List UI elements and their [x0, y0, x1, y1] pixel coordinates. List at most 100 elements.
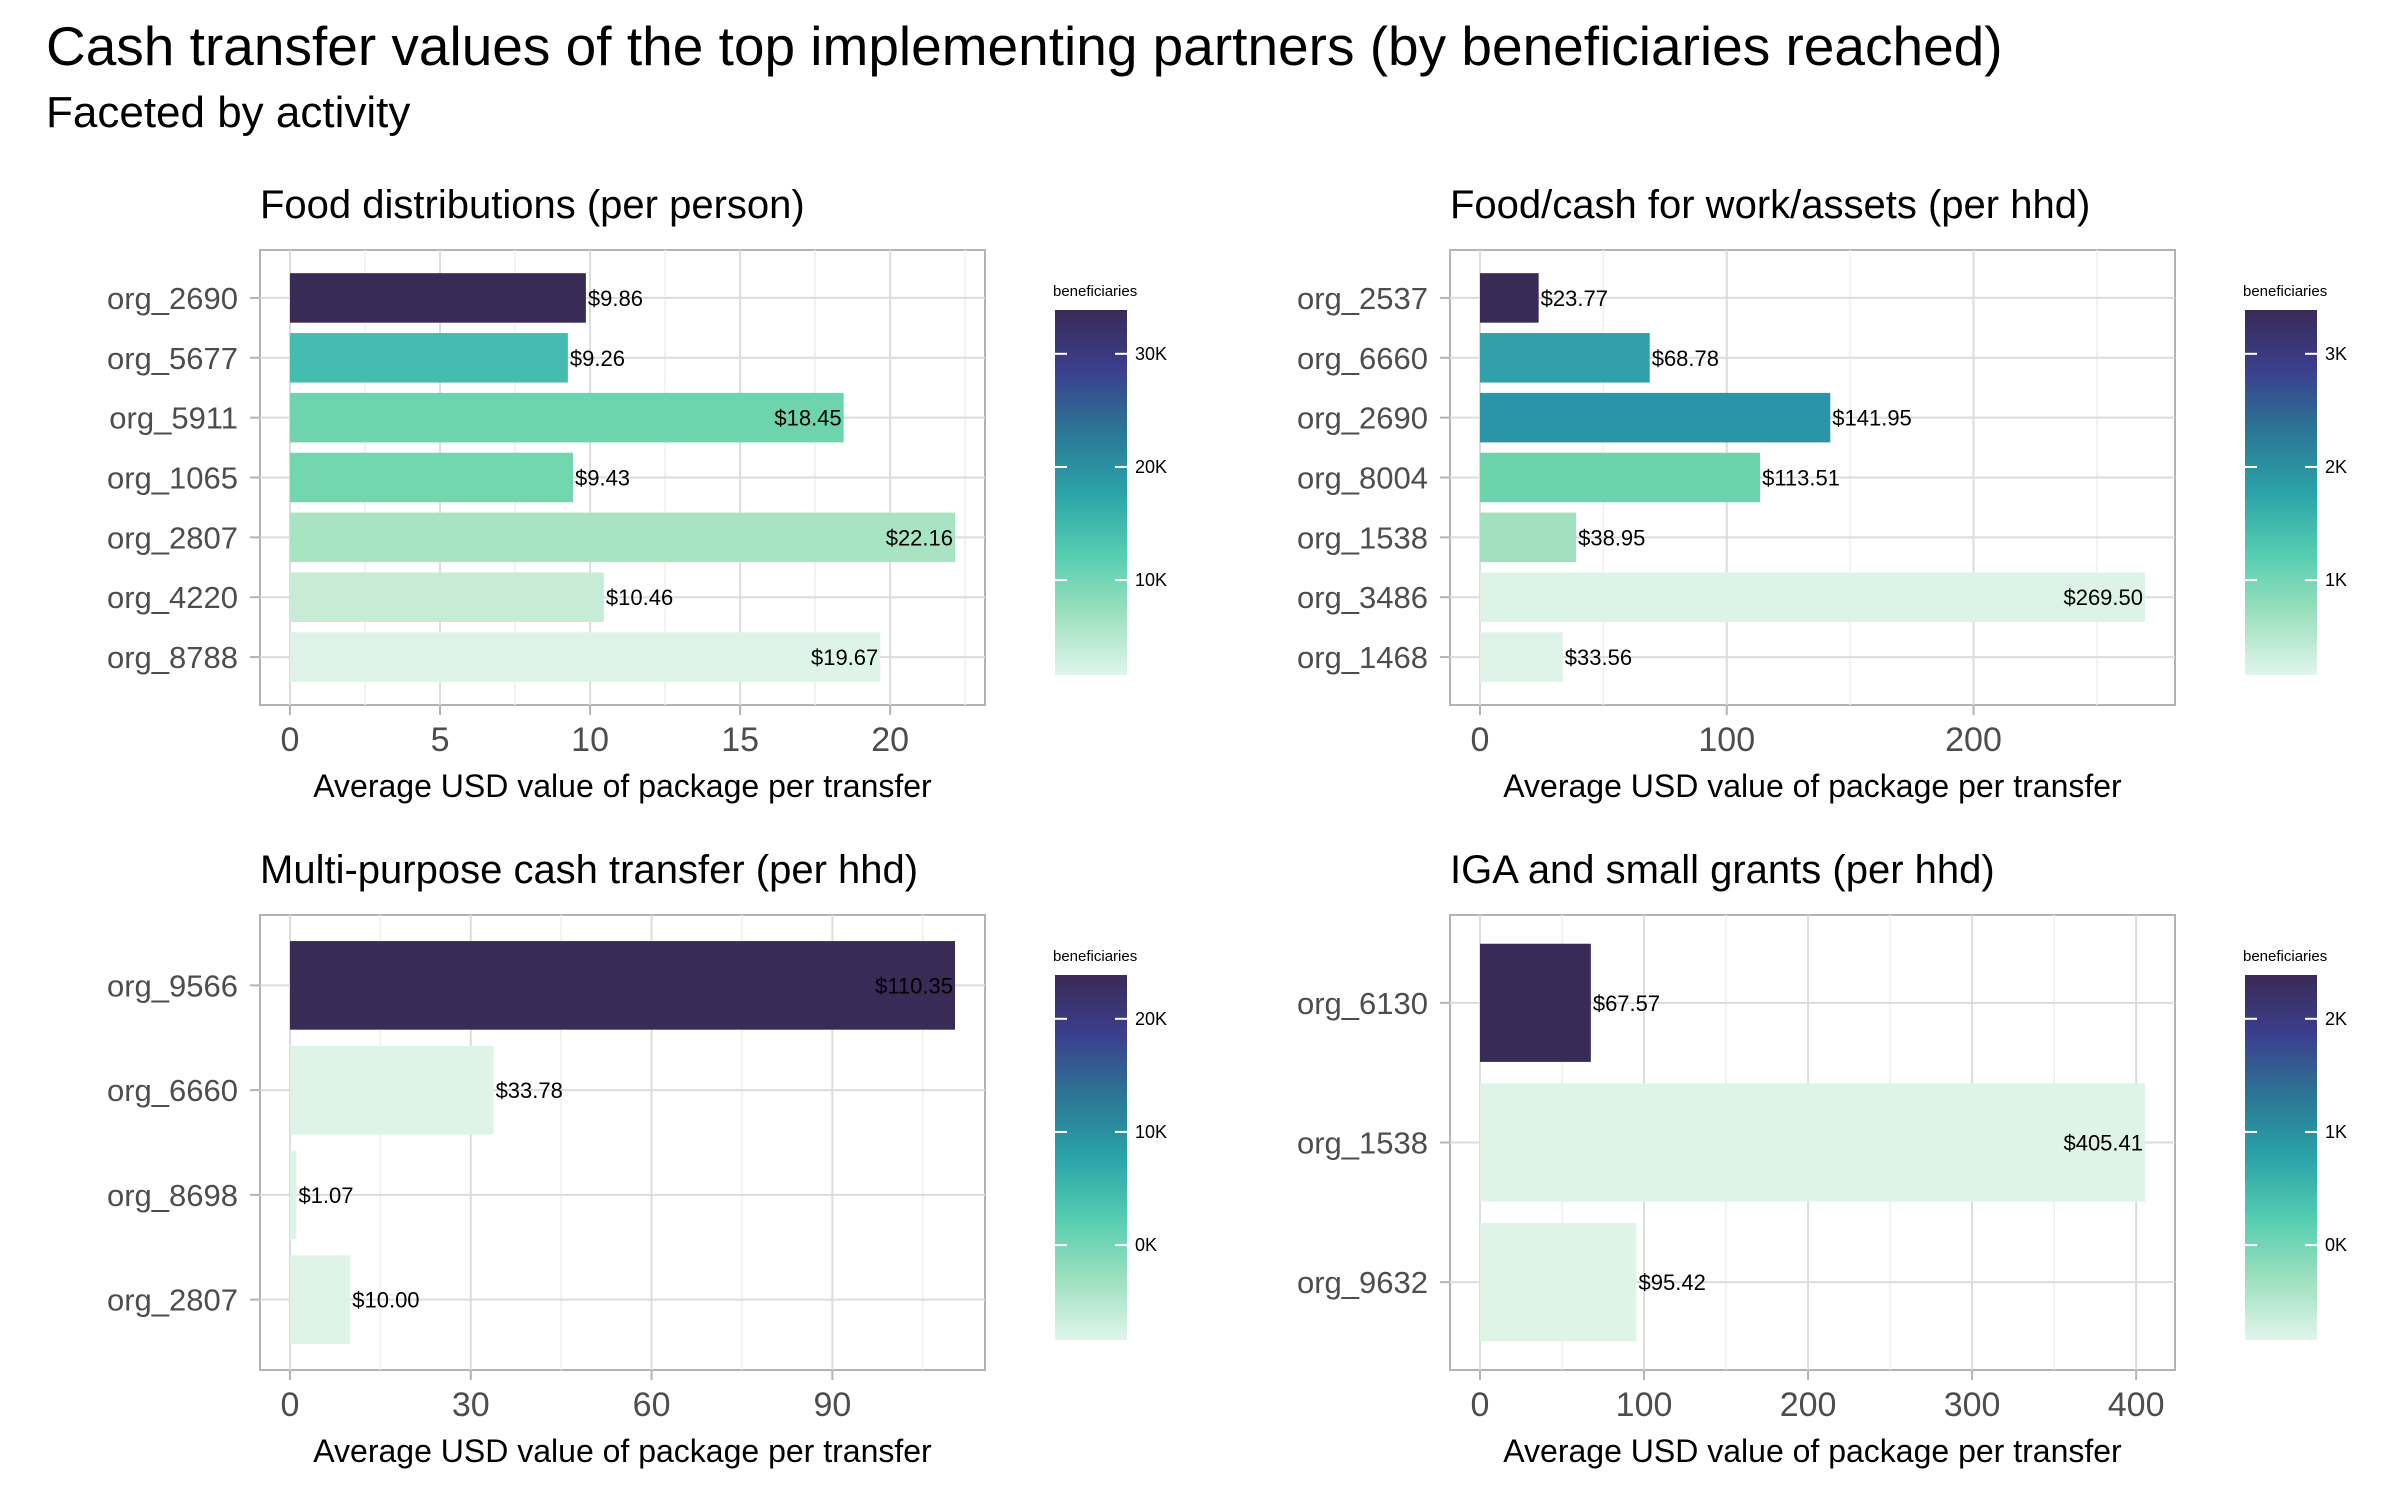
y-tick-label: org_5677: [107, 341, 238, 376]
x-tick-label: 90: [813, 1386, 851, 1424]
bar-value-label: $269.50: [2063, 585, 2143, 610]
bar: [290, 941, 955, 1030]
plot-svg: Food/cash for work/assets (per hhd) org_2…: [1297, 183, 2347, 804]
facet-food-distributions: Food distributions (per person) org_2690 $…: [0, 170, 1167, 810]
y-tick-label: org_9566: [107, 968, 238, 1003]
x-tick-label: 100: [1616, 1386, 1673, 1424]
y-tick-label: org_3486: [1297, 580, 1428, 615]
bar: [1480, 943, 1591, 1062]
legend-colorbar: [1055, 310, 1127, 675]
bar-value-label: $18.45: [774, 406, 841, 431]
legend-tick-label: 10K: [1135, 570, 1167, 590]
bar: [1480, 333, 1650, 383]
facet-title: Multi-purpose cash transfer (per hhd): [260, 848, 918, 892]
y-tick-label: org_4220: [107, 580, 238, 615]
bar: [290, 273, 586, 323]
plot-svg: IGA and small grants (per hhd) org_6130 $6…: [1297, 848, 2347, 1469]
legend-colorbar: [2245, 310, 2317, 675]
legend-tick-label: 20K: [1135, 1009, 1167, 1029]
bar: [290, 632, 881, 682]
x-tick-label: 15: [721, 721, 759, 759]
bar-value-label: $19.67: [811, 645, 878, 670]
bar-value-label: $1.07: [298, 1183, 353, 1208]
plot-svg: Multi-purpose cash transfer (per hhd) org…: [107, 848, 1167, 1469]
bar: [290, 333, 568, 383]
y-tick-label: org_5911: [109, 401, 238, 436]
bar-value-label: $9.26: [570, 346, 625, 371]
bar: [1480, 1083, 2145, 1202]
x-tick-label: 20: [871, 721, 909, 759]
bar: [1480, 1223, 1637, 1342]
bar-value-label: $113.51: [1762, 466, 1840, 491]
bar: [1480, 632, 1563, 682]
bar: [290, 1150, 297, 1240]
x-axis-title: Average USD value of package per transfe…: [1503, 768, 2122, 804]
bar: [1480, 572, 2145, 622]
facet-title: Food distributions (per person): [260, 183, 805, 227]
x-tick-label: 0: [281, 1386, 300, 1424]
legend-tick-label: 3K: [2325, 344, 2347, 364]
y-tick-label: org_8004: [1297, 461, 1428, 496]
bar: [290, 392, 844, 443]
legend-colorbar: [1055, 975, 1127, 1340]
bar-value-label: $33.56: [1565, 645, 1632, 670]
bar-value-label: $68.78: [1652, 346, 1719, 371]
legend-title: beneficiaries: [2243, 948, 2327, 965]
y-tick-label: org_1065: [107, 461, 238, 496]
x-tick-label: 200: [1945, 721, 2002, 759]
bar: [1480, 512, 1577, 563]
bar-value-label: $22.16: [886, 525, 953, 550]
x-axis-title: Average USD value of package per transfe…: [313, 768, 932, 804]
bar-value-label: $67.57: [1593, 991, 1660, 1016]
bar-value-label: $10.46: [606, 585, 673, 610]
chart-title: Cash transfer values of the top implemen…: [46, 15, 2003, 77]
bar-value-label: $10.00: [352, 1288, 419, 1313]
x-tick-label: 300: [1944, 1386, 2001, 1424]
y-tick-label: org_2690: [107, 281, 238, 316]
x-axis-title: Average USD value of package per transfe…: [1503, 1433, 2122, 1469]
y-tick-label: org_1468: [1297, 640, 1428, 675]
facet-multi-purpose-cash: Multi-purpose cash transfer (per hhd) org…: [0, 835, 1167, 1475]
facet-iga-small-grants: IGA and small grants (per hhd) org_6130 $6…: [1190, 835, 2347, 1475]
x-tick-label: 400: [2108, 1386, 2165, 1424]
facet-title: IGA and small grants (per hhd): [1450, 848, 1995, 892]
x-tick-label: 30: [452, 1386, 490, 1424]
legend-colorbar: [2245, 975, 2317, 1340]
x-tick-label: 0: [1471, 721, 1490, 759]
x-tick-label: 10: [571, 721, 609, 759]
y-tick-label: org_6130: [1297, 986, 1428, 1021]
x-tick-label: 60: [633, 1386, 671, 1424]
x-tick-label: 0: [1471, 1386, 1490, 1424]
y-tick-label: org_1538: [1297, 520, 1428, 555]
legend-tick-label: 0K: [1135, 1235, 1157, 1255]
y-tick-label: org_2807: [107, 520, 238, 555]
bar-value-label: $9.86: [588, 286, 643, 311]
bar-value-label: $95.42: [1639, 1270, 1706, 1295]
legend-title: beneficiaries: [2243, 283, 2327, 300]
x-tick-label: 5: [431, 721, 450, 759]
bar-value-label: $141.95: [1832, 406, 1912, 431]
bar: [290, 1045, 494, 1135]
y-tick-label: org_2537: [1297, 281, 1428, 316]
y-tick-label: org_8788: [107, 640, 238, 675]
legend-tick-label: 0K: [2325, 1235, 2347, 1255]
bar-value-label: $405.41: [2063, 1131, 2143, 1156]
x-tick-label: 0: [281, 721, 300, 759]
bar: [1480, 392, 1831, 443]
legend-tick-label: 1K: [2325, 1122, 2347, 1142]
bar: [1480, 273, 1539, 323]
bar: [290, 572, 604, 622]
x-tick-label: 200: [1780, 1386, 1837, 1424]
y-tick-label: org_2807: [107, 1283, 238, 1318]
bar: [1480, 452, 1761, 503]
x-axis-title: Average USD value of package per transfe…: [313, 1433, 932, 1469]
y-tick-label: org_1538: [1297, 1126, 1428, 1161]
bar: [290, 452, 573, 503]
bar-value-label: $110.35: [875, 973, 953, 998]
y-tick-label: org_6660: [1297, 341, 1428, 376]
bar-value-label: $38.95: [1578, 525, 1645, 550]
legend-title: beneficiaries: [1053, 283, 1137, 300]
legend-tick-label: 10K: [1135, 1122, 1167, 1142]
bar: [290, 1255, 351, 1344]
legend-tick-label: 2K: [2325, 457, 2347, 477]
